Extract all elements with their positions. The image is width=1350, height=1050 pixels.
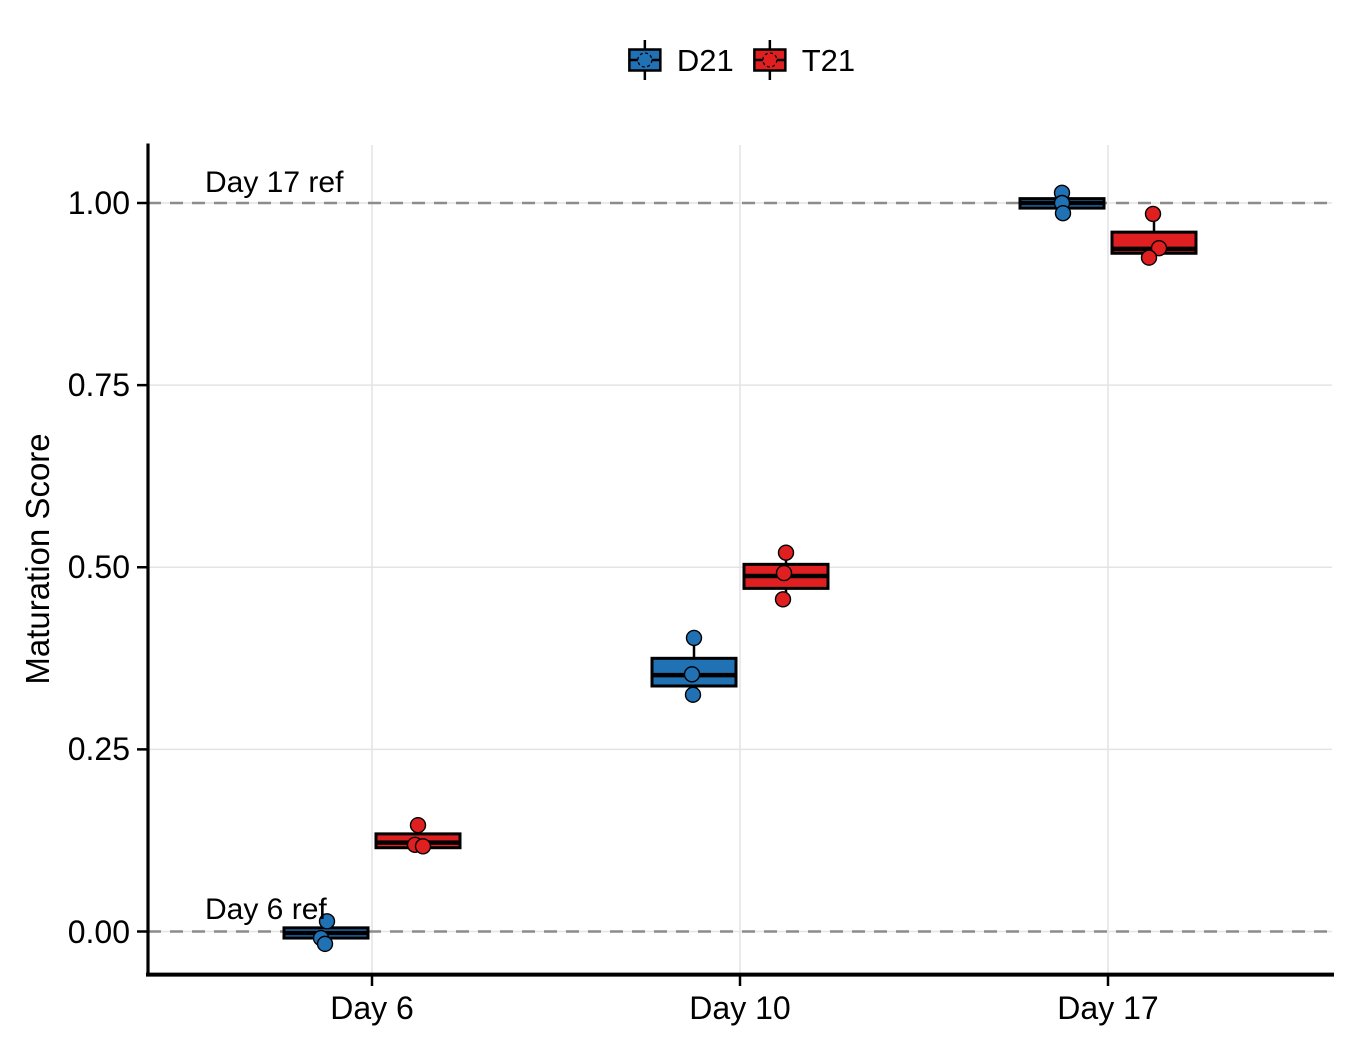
jitter-point-T21-Day17	[1144, 205, 1162, 223]
legend: D21 T21	[625, 38, 855, 82]
jitter-point-T21-Day17	[1150, 239, 1168, 257]
y-tick-label-1.00: 1.00	[67, 185, 130, 221]
jitter-point-T21-Day17	[1140, 249, 1158, 266]
jitter-point-D21-Day6	[318, 913, 336, 930]
y-tick-label-0.00: 0.00	[67, 913, 130, 950]
jitter-point-T21-Day6	[409, 816, 427, 834]
jitter-point-D21-Day10	[685, 629, 703, 647]
jitter-point-T21-Day10	[774, 591, 792, 608]
y-tick-label-0.75: 0.75	[67, 367, 130, 404]
jitter-point-D21-Day10	[684, 686, 702, 703]
jitter-point-T21-Day10	[775, 564, 793, 582]
y-tick-label-0.25: 0.25	[67, 731, 130, 768]
x-tick-label-Day10: Day 10	[689, 990, 791, 1026]
legend-label-d21: D21	[676, 42, 734, 78]
boxplot-key-icon-t21	[752, 40, 787, 80]
legend-item-t21: T21	[750, 38, 855, 82]
jitter-point-D21-Day10	[683, 666, 701, 683]
jitter-point-D21-Day6	[316, 935, 334, 953]
legend-label-t21: T21	[801, 42, 856, 78]
ref-label-day6: Day 6 ref	[205, 893, 327, 926]
jitter-point-T21-Day10	[777, 544, 795, 561]
ref-label-day17: Day 17 ref	[205, 166, 344, 199]
legend-item-d21: D21	[625, 38, 734, 82]
jitter-point-D21-Day17	[1054, 204, 1072, 222]
x-tick-label-Day6: Day 6	[330, 990, 414, 1026]
y-tick-label-0.50: 0.50	[67, 549, 130, 586]
jitter-point-T21-Day6	[414, 838, 432, 855]
x-tick-label-Day17: Day 17	[1057, 990, 1159, 1026]
boxplot-key-icon-d21	[628, 40, 662, 80]
